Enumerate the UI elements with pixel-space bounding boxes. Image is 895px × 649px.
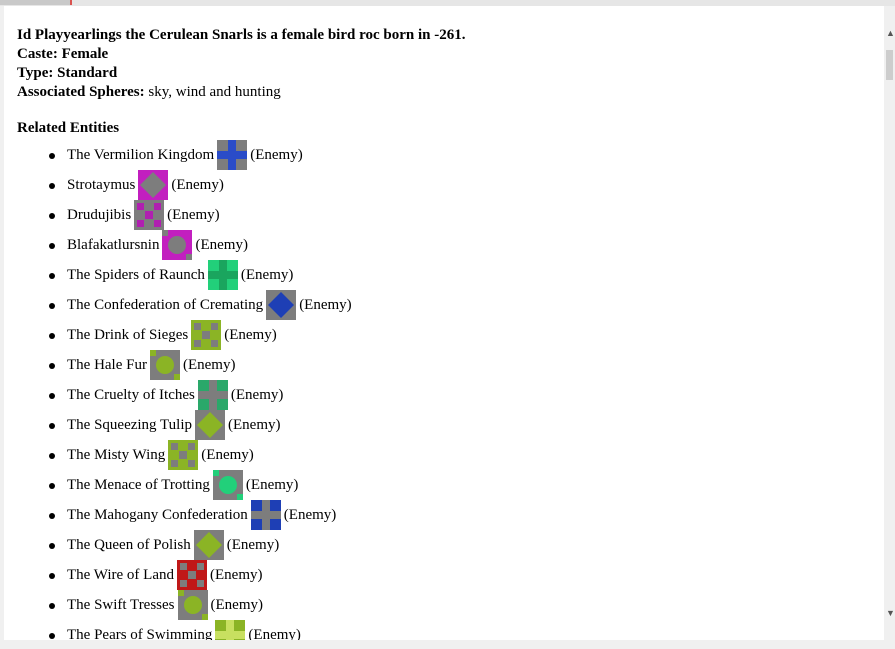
- entity-content: Id Playyearlings the Cerulean Snarls is …: [17, 26, 877, 640]
- entity-relation: (Enemy): [228, 416, 281, 433]
- entity-name[interactable]: The Swift Tresses: [67, 596, 175, 613]
- confederation-of-cremating-symbol-icon: [266, 290, 297, 320]
- entity-name[interactable]: Drudujibis: [67, 206, 132, 223]
- entity-title: Id Playyearlings the Cerulean Snarls is …: [17, 27, 466, 43]
- entity-relation: (Enemy): [230, 386, 284, 403]
- entity-relation: (Enemy): [240, 266, 294, 283]
- entity-relation: (Enemy): [210, 566, 263, 583]
- related-entities-list: The Vermilion Kingdom (Enemy) Strotaymus (E…: [17, 140, 877, 640]
- related-entity-item: The Menace of Trotting (Enemy): [17, 470, 877, 500]
- related-entity-item: The Confederation of Cremating (Enemy): [17, 290, 877, 320]
- scrollbar-thumb[interactable]: [886, 50, 893, 80]
- spheres-label: Associated Spheres:: [17, 84, 145, 100]
- caste-value: Female: [61, 46, 109, 62]
- related-entity-item: The Drink of Sieges (Enemy): [17, 320, 877, 350]
- scroll-down-arrow-icon[interactable]: ▼: [886, 608, 895, 618]
- browser-tab-edge[interactable]: [0, 0, 72, 5]
- entity-name[interactable]: Blafakatlursnin: [67, 236, 160, 253]
- blafakatlursnin-symbol-icon: [162, 230, 193, 260]
- related-entity-item: The Pears of Swimming (Enemy): [17, 620, 877, 640]
- related-entity-item: The Spiders of Raunch (Enemy): [17, 260, 877, 290]
- entity-name[interactable]: The Confederation of Cremating: [67, 296, 264, 313]
- entity-relation: (Enemy): [299, 296, 352, 313]
- drudujibis-symbol-icon: [134, 200, 165, 230]
- type-label: Type:: [17, 65, 54, 81]
- spiders-of-raunch-symbol-icon: [207, 260, 238, 290]
- related-entity-item: The Vermilion Kingdom (Enemy): [17, 140, 877, 170]
- type-row: Type: Standard: [17, 64, 877, 83]
- entity-relation: (Enemy): [171, 176, 224, 193]
- window-top-strip: [0, 0, 895, 6]
- entity-name[interactable]: The Mahogany Confederation: [67, 506, 248, 523]
- pears-of-swimming-symbol-icon: [215, 620, 246, 640]
- related-entity-item: The Queen of Polish (Enemy): [17, 530, 877, 560]
- drink-of-sieges-symbol-icon: [191, 320, 222, 350]
- queen-of-polish-symbol-icon: [193, 530, 224, 560]
- spheres-value: sky, wind and hunting: [148, 84, 281, 100]
- caste-label: Caste:: [17, 46, 58, 62]
- entity-relation: (Enemy): [182, 356, 236, 373]
- entity-name[interactable]: The Pears of Swimming: [67, 626, 213, 641]
- entity-name[interactable]: The Wire of Land: [67, 566, 174, 583]
- entity-name[interactable]: The Misty Wing: [67, 446, 166, 463]
- related-entities-heading: Related Entities: [17, 120, 120, 136]
- related-entity-item: Strotaymus (Enemy): [17, 170, 877, 200]
- entity-name[interactable]: The Spiders of Raunch: [67, 266, 205, 283]
- related-entity-item: The Misty Wing (Enemy): [17, 440, 877, 470]
- entity-name[interactable]: The Queen of Polish: [67, 536, 191, 553]
- entity-name[interactable]: The Cruelty of Itches: [67, 386, 195, 403]
- menace-of-trotting-symbol-icon: [212, 470, 243, 500]
- hale-fur-symbol-icon: [149, 350, 180, 380]
- mahogany-confederation-symbol-icon: [250, 500, 281, 530]
- entity-relation: (Enemy): [226, 536, 280, 553]
- swift-tresses-symbol-icon: [177, 590, 208, 620]
- entity-relation: (Enemy): [283, 506, 337, 523]
- entity-relation: (Enemy): [210, 596, 263, 613]
- entity-relation: (Enemy): [250, 146, 303, 163]
- entity-name[interactable]: The Squeezing Tulip: [67, 416, 193, 433]
- entity-name[interactable]: The Vermilion Kingdom: [67, 146, 215, 163]
- scroll-up-arrow-icon[interactable]: ▲: [886, 28, 895, 38]
- cruelty-of-itches-symbol-icon: [197, 380, 228, 410]
- related-entity-item: The Wire of Land (Enemy): [17, 560, 877, 590]
- wire-of-land-symbol-icon: [177, 560, 207, 590]
- entity-relation: (Enemy): [245, 476, 299, 493]
- related-entity-item: The Squeezing Tulip (Enemy): [17, 410, 877, 440]
- squeezing-tulip-symbol-icon: [195, 410, 226, 440]
- window-bottom-strip: [0, 640, 895, 649]
- misty-wing-symbol-icon: [168, 440, 199, 470]
- entity-relation: (Enemy): [167, 206, 220, 223]
- vermilion-kingdom-symbol-icon: [217, 140, 248, 170]
- vertical-scrollbar[interactable]: ▲ ▼: [884, 6, 895, 640]
- entity-name[interactable]: The Drink of Sieges: [67, 326, 189, 343]
- type-value: Standard: [57, 65, 118, 81]
- related-entity-item: The Mahogany Confederation (Enemy): [17, 500, 877, 530]
- entity-page-panel: Id Playyearlings the Cerulean Snarls is …: [4, 6, 884, 640]
- entity-name[interactable]: Strotaymus: [67, 176, 136, 193]
- entity-name[interactable]: The Menace of Trotting: [67, 476, 210, 493]
- related-entity-item: The Hale Fur (Enemy): [17, 350, 877, 380]
- caste-row: Caste: Female: [17, 45, 877, 64]
- entity-name[interactable]: The Hale Fur: [67, 356, 147, 373]
- entity-relation: (Enemy): [248, 626, 301, 641]
- entity-relation: (Enemy): [201, 446, 254, 463]
- related-entity-item: The Cruelty of Itches (Enemy): [17, 380, 877, 410]
- related-entity-item: Blafakatlursnin (Enemy): [17, 230, 877, 260]
- related-entity-item: The Swift Tresses (Enemy): [17, 590, 877, 620]
- entity-relation: (Enemy): [195, 236, 248, 253]
- related-entity-item: Drudujibis (Enemy): [17, 200, 877, 230]
- spheres-row: Associated Spheres: sky, wind and huntin…: [17, 83, 877, 102]
- entity-relation: (Enemy): [224, 326, 277, 343]
- strotaymus-symbol-icon: [138, 170, 169, 200]
